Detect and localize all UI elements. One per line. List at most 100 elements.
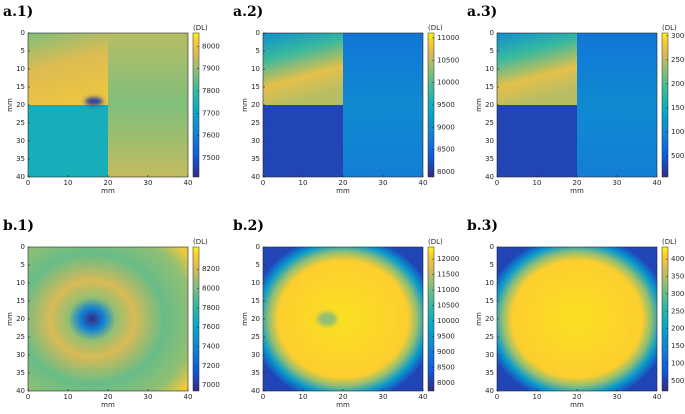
y-tick-label: 0 — [490, 29, 494, 37]
colorbar-tick-label: 2000 — [671, 80, 685, 88]
x-tick-label: 10 — [299, 179, 308, 187]
y-tick-label: 0 — [21, 29, 25, 37]
x-axis-label: mm — [570, 187, 584, 195]
colorbar-tick-label: 11500 — [437, 271, 459, 279]
y-tick-label: 20 — [251, 315, 260, 323]
x-tick-label: 40 — [419, 393, 428, 401]
colorbar-tick-label: 7000 — [202, 381, 220, 389]
colorbar-tick-label: 9000 — [437, 348, 455, 356]
heatmap — [497, 247, 657, 391]
y-tick-label: 30 — [485, 137, 494, 145]
y-tick-label: 25 — [16, 119, 25, 127]
y-tick-label: 5 — [21, 47, 25, 55]
y-axis-label: mm — [475, 312, 483, 326]
y-tick-label: 0 — [256, 29, 260, 37]
x-tick-label: 20 — [104, 393, 113, 401]
y-axis-label: mm — [241, 98, 249, 112]
y-tick-label: 10 — [251, 65, 260, 73]
heatmap-region — [577, 33, 657, 177]
x-tick-label: 0 — [261, 393, 265, 401]
heatmap — [263, 33, 423, 177]
colorbar-tick-label: 7600 — [202, 132, 220, 140]
colorbar-tick-label: 7800 — [202, 87, 220, 95]
y-tick-label: 10 — [251, 279, 260, 287]
x-tick-label: 30 — [613, 179, 622, 187]
colorbar — [192, 246, 200, 392]
x-tick-label: 10 — [299, 393, 308, 401]
colorbar-tick-label: 8500 — [437, 146, 455, 154]
colorbar-tick-label: 10000 — [437, 317, 459, 325]
heatmap-region — [497, 33, 577, 105]
y-tick-label: 15 — [16, 297, 25, 305]
colorbar-tick-label: 3000 — [671, 32, 685, 40]
colorbar-label: (DL) — [193, 24, 208, 32]
x-axis-label: mm — [101, 187, 115, 195]
y-tick-label: 40 — [16, 387, 25, 395]
y-tick-label: 5 — [256, 47, 260, 55]
y-tick-label: 30 — [251, 137, 260, 145]
y-tick-label: 25 — [485, 119, 494, 127]
x-tick-label: 30 — [144, 393, 153, 401]
x-tick-label: 0 — [495, 179, 499, 187]
heatmap-region — [263, 33, 343, 105]
x-tick-label: 40 — [653, 179, 662, 187]
heatmap-region — [343, 33, 423, 177]
x-tick-label: 10 — [64, 393, 73, 401]
y-tick-label: 10 — [16, 279, 25, 287]
y-tick-label: 20 — [16, 315, 25, 323]
heatmap — [497, 33, 657, 177]
y-tick-label: 30 — [16, 137, 25, 145]
colorbar — [192, 32, 200, 178]
x-tick-label: 40 — [419, 179, 428, 187]
x-tick-label: 10 — [533, 179, 542, 187]
x-tick-label: 0 — [261, 179, 265, 187]
heatmap-region — [497, 105, 577, 177]
colorbar-tick-label: 500 — [671, 377, 684, 385]
y-tick-label: 20 — [485, 101, 494, 109]
colorbar-tick-label: 10500 — [437, 302, 459, 310]
colorbar-label: (DL) — [662, 238, 677, 246]
y-axis-label: mm — [6, 312, 14, 326]
y-tick-label: 25 — [485, 333, 494, 341]
colorbar-tick-label: 1500 — [671, 342, 685, 350]
panel-title: a.3) — [467, 4, 497, 20]
x-tick-label: 20 — [573, 179, 582, 187]
y-tick-label: 10 — [485, 279, 494, 287]
colorbar-tick-label: 1000 — [671, 360, 685, 368]
y-tick-label: 0 — [256, 243, 260, 251]
y-tick-label: 5 — [490, 261, 494, 269]
y-tick-label: 15 — [485, 83, 494, 91]
y-tick-label: 15 — [485, 297, 494, 305]
colorbar-tick-label: 9500 — [437, 332, 455, 340]
heatmap-region — [28, 33, 108, 105]
y-tick-label: 5 — [256, 261, 260, 269]
colorbar-tick-label: 10000 — [437, 79, 459, 87]
colorbar-tick-label: 12000 — [437, 255, 459, 263]
colorbar-tick-label: 8000 — [202, 42, 220, 50]
y-tick-label: 5 — [490, 47, 494, 55]
colorbar-tick-label: 8000 — [437, 168, 455, 176]
colorbar-tick-label: 3000 — [671, 290, 685, 298]
colorbar-tick-label: 7900 — [202, 65, 220, 73]
heatmap — [263, 247, 423, 391]
y-tick-label: 30 — [485, 351, 494, 359]
colorbar-tick-label: 8000 — [202, 285, 220, 293]
x-tick-label: 0 — [26, 179, 30, 187]
x-axis-label: mm — [101, 401, 115, 409]
colorbar-tick-label: 7600 — [202, 323, 220, 331]
x-tick-label: 0 — [26, 393, 30, 401]
x-tick-label: 10 — [64, 179, 73, 187]
y-tick-label: 35 — [485, 369, 494, 377]
colorbar-tick-label: 1000 — [671, 128, 685, 136]
x-tick-label: 30 — [379, 179, 388, 187]
y-tick-label: 20 — [485, 315, 494, 323]
panel-title: b.2) — [233, 218, 264, 234]
heatmap — [28, 247, 188, 391]
x-tick-label: 20 — [573, 393, 582, 401]
panel-title: b.3) — [467, 218, 498, 234]
y-tick-label: 15 — [251, 83, 260, 91]
colorbar — [661, 246, 669, 392]
panel-title: a.2) — [233, 4, 263, 20]
colorbar-tick-label: 7800 — [202, 304, 220, 312]
